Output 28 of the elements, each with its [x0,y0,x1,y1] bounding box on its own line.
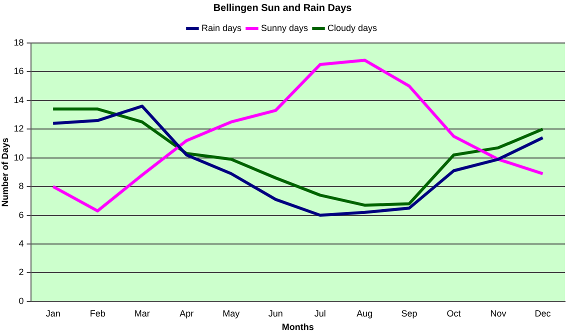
y-tick-label: 8 [18,181,24,192]
x-tick-label: Dec [534,308,552,318]
y-tick-label: 2 [18,267,24,278]
x-tick-label: Jan [46,308,60,318]
x-axis-title: Months [282,322,314,332]
legend-label: Sunny days [260,22,309,33]
y-tick-label: 18 [14,37,24,48]
x-tick-label: Jun [268,308,283,318]
legend-label: Cloudy days [328,22,378,33]
y-tick-label: 12 [14,124,24,134]
x-tick-label: Apr [180,308,194,318]
y-tick-label: 4 [18,238,24,248]
x-tick-label: Feb [90,308,106,318]
x-tick-label: Nov [490,308,507,318]
x-tick-label: Mar [134,308,150,318]
y-tick-label: 6 [18,210,24,220]
x-tick-label: Sep [401,308,418,318]
y-tick-label: 10 [14,152,24,162]
legend-label: Rain days [201,22,242,33]
x-tick-label: Jul [314,308,326,318]
x-tick-label: Aug [356,308,373,318]
x-tick-label: May [222,308,240,318]
y-tick-label: 14 [14,94,24,105]
x-tick-label: Oct [446,308,462,318]
chart-title: Bellingen Sun and Rain Days [213,2,352,14]
y-tick-label: 16 [14,66,24,76]
y-axis-title: Number of Days [0,138,10,207]
y-tick-label: 0 [18,296,24,306]
